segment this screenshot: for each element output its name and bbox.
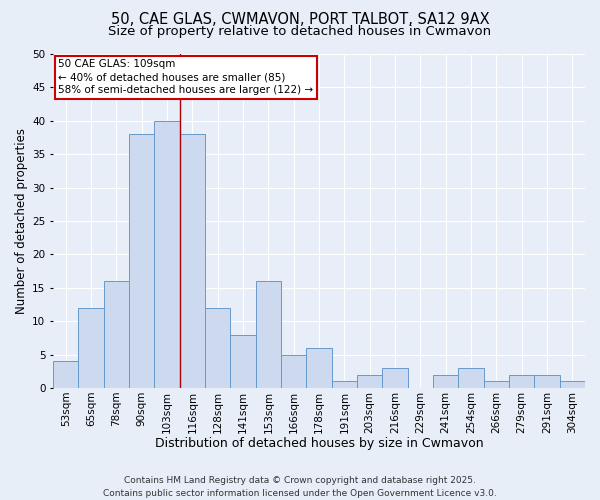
Bar — [357, 374, 382, 388]
Bar — [256, 281, 281, 388]
Text: Contains HM Land Registry data © Crown copyright and database right 2025.
Contai: Contains HM Land Registry data © Crown c… — [103, 476, 497, 498]
Bar — [281, 354, 307, 388]
Bar — [53, 361, 79, 388]
Bar — [180, 134, 205, 388]
Bar — [560, 382, 585, 388]
Bar — [307, 348, 332, 388]
Bar — [154, 121, 180, 388]
Bar — [458, 368, 484, 388]
Bar — [129, 134, 154, 388]
Bar — [104, 281, 129, 388]
Bar — [535, 374, 560, 388]
Text: 50, CAE GLAS, CWMAVON, PORT TALBOT, SA12 9AX: 50, CAE GLAS, CWMAVON, PORT TALBOT, SA12… — [110, 12, 490, 28]
Bar — [484, 382, 509, 388]
Bar — [433, 374, 458, 388]
Bar — [509, 374, 535, 388]
Y-axis label: Number of detached properties: Number of detached properties — [15, 128, 28, 314]
X-axis label: Distribution of detached houses by size in Cwmavon: Distribution of detached houses by size … — [155, 437, 484, 450]
Bar — [332, 382, 357, 388]
Text: 50 CAE GLAS: 109sqm
← 40% of detached houses are smaller (85)
58% of semi-detach: 50 CAE GLAS: 109sqm ← 40% of detached ho… — [58, 59, 314, 96]
Bar — [79, 308, 104, 388]
Bar — [230, 334, 256, 388]
Text: Size of property relative to detached houses in Cwmavon: Size of property relative to detached ho… — [109, 25, 491, 38]
Bar — [382, 368, 407, 388]
Bar — [205, 308, 230, 388]
